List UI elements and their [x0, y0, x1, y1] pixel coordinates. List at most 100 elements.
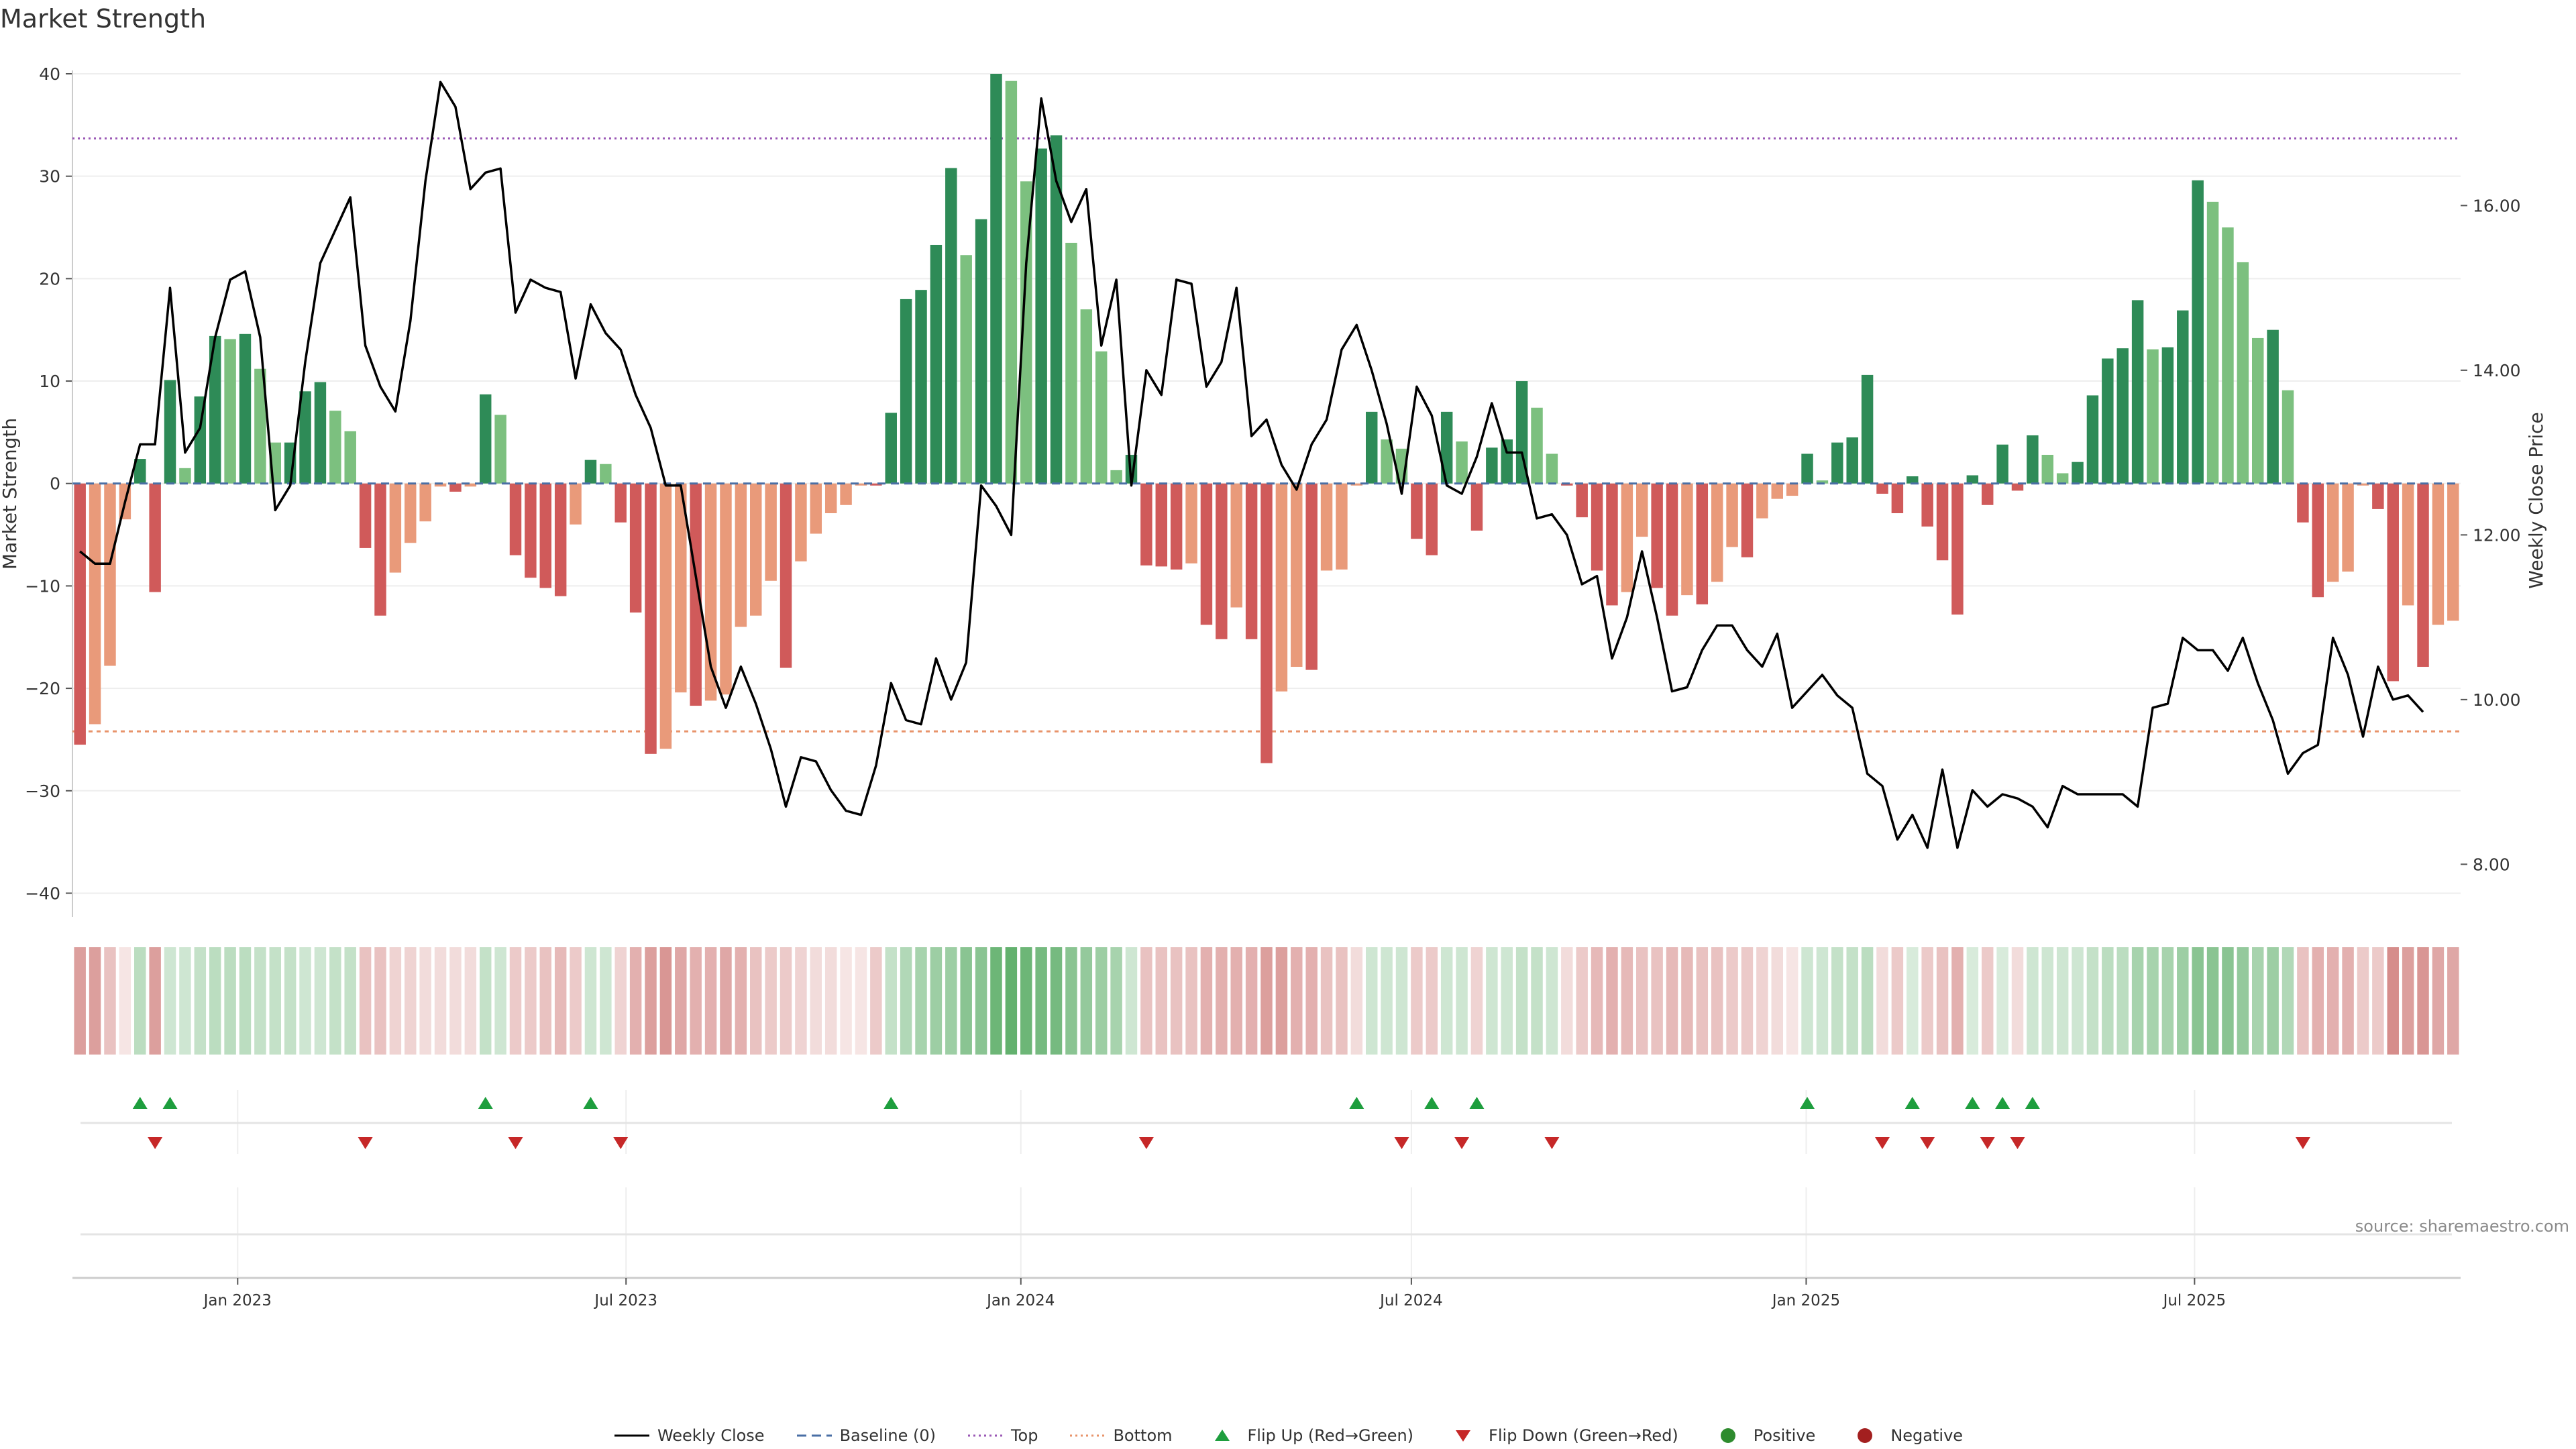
strength-bar: [584, 460, 597, 484]
flip-up-marker: [1904, 1097, 1920, 1109]
legend-label: Flip Down (Green→Red): [1489, 1426, 1678, 1445]
strength-bar: [194, 396, 207, 484]
strength-strip-cell: [1711, 947, 1723, 1055]
strength-strip-cell: [1140, 947, 1152, 1055]
strength-bar: [2237, 262, 2249, 484]
strength-strip-cell: [795, 947, 807, 1055]
legend-item: Positive: [1709, 1426, 1815, 1445]
flip-up-marker: [1469, 1097, 1485, 1109]
strength-strip-cell: [1636, 947, 1648, 1055]
strength-strip-cell: [900, 947, 912, 1055]
strength-strip-cell: [2102, 947, 2114, 1055]
strength-strip-cell: [2252, 947, 2264, 1055]
strength-strip-cell: [810, 947, 822, 1055]
strength-strip-cell: [2297, 947, 2309, 1055]
strength-strip-cell: [2357, 947, 2369, 1055]
flip-down-marker: [1394, 1137, 1409, 1149]
strength-bar: [629, 483, 642, 613]
legend-item: Flip Down (Green→Red): [1444, 1426, 1678, 1445]
strength-bar: [1636, 483, 1648, 537]
strength-bar: [1020, 181, 1032, 484]
strength-strip-cell: [1531, 947, 1543, 1055]
strength-strip-cell: [2432, 947, 2445, 1055]
y-tick-label-right: 8.00: [2473, 855, 2510, 874]
legend-label: Weekly Close: [657, 1426, 765, 1445]
strength-bar: [1291, 483, 1303, 667]
strength-bar: [600, 464, 612, 484]
strength-bar: [2177, 310, 2189, 484]
source-label: source: sharemaestro.com: [2355, 1217, 2569, 1236]
flip-up-marker: [1349, 1097, 1364, 1109]
strength-strip-cell: [1426, 947, 1438, 1055]
strength-strip-cell: [659, 947, 672, 1055]
strength-bar: [1561, 483, 1573, 486]
legend-item: Baseline (0): [796, 1426, 936, 1445]
strength-strip-cell: [975, 947, 987, 1055]
strength-strip-cell: [2041, 947, 2054, 1055]
strength-bar: [2116, 348, 2129, 484]
strength-strip-cell: [1456, 947, 1468, 1055]
strength-bar: [900, 299, 912, 484]
strength-strip-cell: [1816, 947, 1829, 1055]
strength-strip-cell: [554, 947, 567, 1055]
strength-strip-cell: [915, 947, 927, 1055]
y-tick-label-left: −40: [25, 883, 60, 903]
legend-swatch: [1720, 1428, 1735, 1443]
strength-bar: [1216, 483, 1228, 639]
strength-bar: [329, 411, 341, 484]
strength-bar: [690, 483, 702, 706]
legend-item: Weekly Close: [613, 1426, 765, 1445]
strength-bar: [1230, 483, 1242, 608]
strength-bar: [945, 168, 957, 484]
strength-bar: [1350, 483, 1363, 486]
strength-bar: [1515, 381, 1528, 484]
strength-strip-cell: [2027, 947, 2039, 1055]
strength-strip-cell: [780, 947, 792, 1055]
strength-strip-cell: [119, 947, 131, 1055]
strength-bar: [915, 290, 927, 484]
strength-bar: [479, 394, 492, 484]
strength-bar: [1996, 444, 2008, 484]
y-tick-label-right: 12.00: [2473, 525, 2521, 545]
strength-bar: [389, 483, 402, 573]
strength-strip-cell: [2206, 947, 2219, 1055]
strength-strip-cell: [1216, 947, 1228, 1055]
flip-down-marker: [1980, 1137, 1995, 1149]
y-axis-label-right: Weekly Close Price: [2525, 412, 2547, 588]
strength-strip-cell: [1606, 947, 1618, 1055]
y-tick-label-left: 10: [39, 372, 60, 391]
strength-strip-cell: [2326, 947, 2339, 1055]
strength-strip-cell: [1320, 947, 1333, 1055]
strength-strip-cell: [2447, 947, 2459, 1055]
strength-strip-cell: [720, 947, 732, 1055]
strength-bar: [254, 368, 266, 484]
legend-swatch: [967, 1434, 1003, 1437]
legend-swatch: [796, 1434, 832, 1437]
y-tick-label-left: 20: [39, 269, 60, 288]
strength-strip-cell: [1170, 947, 1183, 1055]
legend-label: Negative: [1890, 1426, 1964, 1445]
strength-strip-cell: [2192, 947, 2204, 1055]
strength-strip-cell: [299, 947, 311, 1055]
x-tick-label: Jul 2023: [593, 1292, 657, 1309]
strength-strip-cell: [960, 947, 972, 1055]
strength-bar: [1336, 483, 1348, 570]
strength-strip-cell: [1395, 947, 1408, 1055]
strength-strip-cell: [479, 947, 492, 1055]
strength-bar: [990, 74, 1002, 484]
strength-strip-cell: [1065, 947, 1077, 1055]
strength-strip-cell: [1756, 947, 1768, 1055]
strength-bar: [2056, 473, 2069, 484]
strength-bar: [2147, 349, 2159, 484]
strength-strip-cell: [1080, 947, 1093, 1055]
strength-bar: [750, 483, 762, 616]
flip-down-marker: [613, 1137, 629, 1149]
legend-label: Top: [1010, 1426, 1038, 1445]
strength-strip-cell: [209, 947, 221, 1055]
strength-bar: [89, 483, 101, 724]
strength-bar: [104, 483, 116, 666]
strength-bar: [1681, 483, 1693, 596]
strength-strip-cell: [1846, 947, 1858, 1055]
strength-strip-cell: [1921, 947, 1933, 1055]
strength-bar: [239, 333, 252, 484]
